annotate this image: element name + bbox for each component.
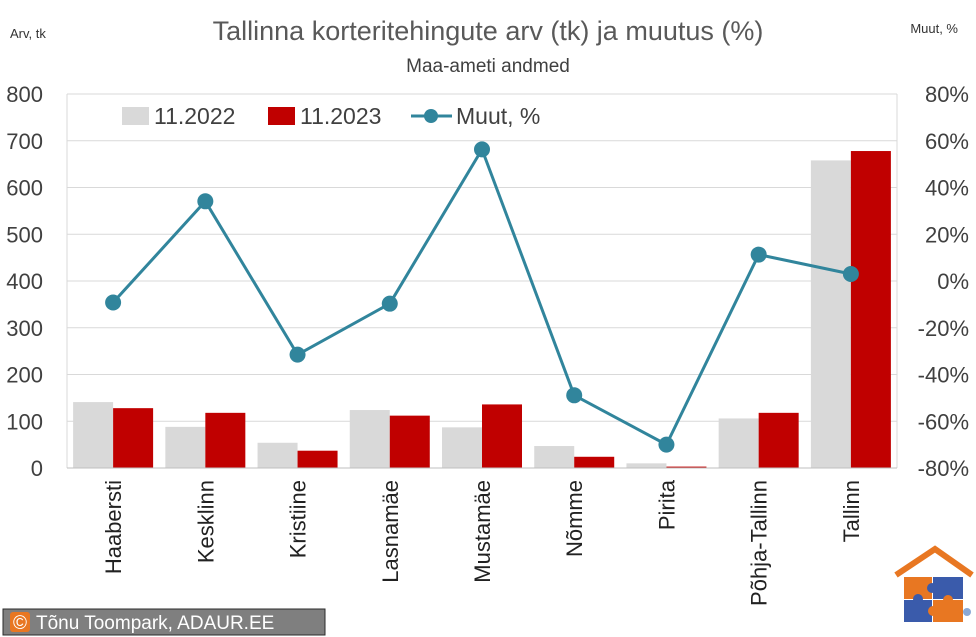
right-axis-tick-label: 80% [925, 82, 969, 107]
change-point-kesklinn [197, 193, 214, 210]
legend-label-2022: 11.2022 [154, 103, 235, 129]
left-axis-tick-label: 200 [6, 363, 43, 388]
legend-label-2023: 11.2023 [300, 103, 381, 129]
right-axis-tick-label: -40% [918, 363, 969, 388]
credit-label: © Tõnu Toompark, ADAUR.EE [2, 608, 326, 636]
right-axis-tick-label: -20% [918, 316, 969, 341]
bar-2022-nõmme [534, 446, 575, 468]
bar-2023-kesklinn [205, 412, 246, 468]
change-point-lasnamäe [381, 295, 398, 312]
change-line-series [105, 141, 859, 453]
house-puzzle-icon [894, 545, 974, 622]
legend-swatch-2022 [122, 107, 149, 125]
change-point-tallinn [842, 265, 859, 282]
bar-2023-tallinn [850, 151, 891, 468]
bar-2022-kristiine [257, 442, 298, 468]
bar-2023-kristiine [297, 450, 338, 468]
right-axis-tick-label: -60% [918, 409, 969, 434]
change-point-mustamäe [474, 141, 490, 158]
change-point-pirita [658, 436, 675, 453]
legend-label-change: Muut, % [456, 103, 540, 129]
left-axis-tick-label: 100 [6, 409, 43, 434]
legend-marker-swatch [424, 109, 438, 123]
left-axis-tick-label: 400 [6, 269, 43, 294]
right-axis-tick-label: 60% [925, 129, 969, 154]
right-axis-tick-label: 40% [925, 176, 969, 201]
category-label-tallinn: Tallinn [839, 480, 864, 542]
change-point-nõmme [566, 387, 583, 404]
change-point-haabersti [105, 294, 122, 311]
bar-2022-pirita [626, 463, 667, 468]
left-axis-tick-label: 800 [6, 82, 43, 107]
bar-2023-lasnamäe [389, 415, 430, 468]
bar-2022-kesklinn [165, 426, 206, 468]
category-label-põhja-tallinn: Põhja-Tallinn [747, 480, 772, 606]
category-label-nõmme: Nõmme [562, 480, 587, 557]
category-axis-ticks: Haabersti Kesklinn Kristiine Lasnamäe Mustam… [101, 479, 864, 606]
right-axis-ticks: -80% -60% -40% -20% 0% 20% 40% 60% 80% [918, 82, 969, 481]
change-point-kristiine [289, 346, 306, 363]
category-label-lasnamäe: Lasnamäe [378, 480, 403, 583]
bar-2023-nõmme [574, 456, 615, 468]
credit-text: Tõnu Toompark, ADAUR.EE [36, 613, 274, 634]
left-axis-tick-label: 0 [31, 456, 43, 481]
bar-2022-tallinn [810, 160, 851, 468]
right-axis-tick-label: 20% [925, 222, 969, 247]
copyright-symbol: © [13, 613, 27, 634]
change-line [112, 147, 852, 447]
bar-2022-mustamäe [442, 427, 482, 468]
bar-2022-lasnamäe [349, 410, 390, 468]
change-point-põhja-tallinn [750, 246, 767, 263]
category-label-pirita: Pirita [654, 479, 679, 530]
bar-2023-haabersti [113, 408, 154, 468]
right-axis-tick-label: -80% [918, 456, 969, 481]
bar-2023-pirita [666, 466, 707, 468]
left-axis-tick-label: 500 [6, 222, 43, 247]
left-axis-ticks: 0 100 200 300 400 500 600 700 800 [6, 82, 43, 481]
chart-subtitle: Maa-ameti andmed [406, 56, 570, 77]
chart-title: Tallinna korteritehingute arv (tk) ja mu… [213, 16, 764, 46]
legend: 11.2022 11.2023 Muut, % [122, 103, 540, 129]
left-axis-tick-label: 300 [6, 316, 43, 341]
right-axis-unit-label: Muut, % [910, 21, 958, 36]
bar-2023-põhja-tallinn [758, 412, 799, 468]
category-label-haabersti: Haabersti [101, 480, 126, 574]
bars [73, 151, 891, 468]
right-axis-tick-label: 0% [937, 269, 969, 294]
left-axis-tick-label: 600 [6, 176, 43, 201]
bar-2022-haabersti [73, 402, 114, 468]
bar-2023-mustamäe [482, 404, 522, 468]
credit-background [2, 608, 326, 636]
copyright-badge [10, 612, 30, 632]
category-label-kristiine: Kristiine [286, 480, 311, 558]
legend-swatch-2023 [268, 107, 295, 125]
category-label-mustamäe: Mustamäe [470, 480, 495, 583]
left-axis-unit-label: Arv, tk [10, 26, 46, 41]
bar-2022-põhja-tallinn [718, 418, 759, 468]
category-label-kesklinn: Kesklinn [193, 480, 218, 563]
left-axis-tick-label: 700 [6, 129, 43, 154]
